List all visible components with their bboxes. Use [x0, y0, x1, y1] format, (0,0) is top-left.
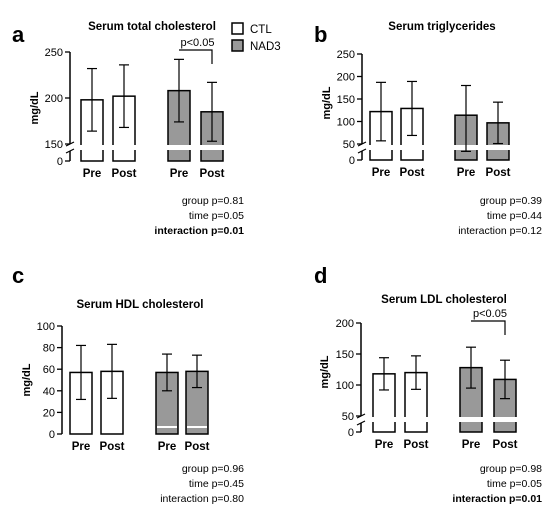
y-tick-label: 150	[336, 349, 354, 361]
x-category-label: Pre	[457, 167, 476, 179]
significance-label: p<0.05	[473, 308, 507, 320]
stat-line: interaction p=0.01	[154, 225, 244, 237]
y-tick-label: 150	[45, 139, 63, 151]
x-category-label: Post	[486, 167, 511, 179]
y-tick-label: 20	[43, 407, 55, 419]
y-tick-label: 50	[342, 411, 354, 423]
y-tick-label: 100	[37, 321, 55, 333]
axis-break-mark	[356, 420, 366, 426]
x-category-label: Pre	[375, 439, 394, 451]
plot-area: 0 50 100 150 200 250 Pre Post Pre Post	[337, 49, 511, 179]
x-category-label: Post	[100, 441, 125, 453]
x-category-label: Pre	[158, 441, 177, 453]
y-tick-label: 150	[337, 94, 355, 106]
x-category-label: Pre	[170, 168, 189, 180]
legend-label-nad3: NAD3	[250, 41, 281, 53]
bar-break-gap	[369, 145, 393, 150]
bar-break-gap	[167, 145, 191, 150]
y-axis-label: mg/dL	[29, 91, 41, 124]
panel-a: a Serum total cholesterol mg/dL 0 150 200 2…	[12, 21, 244, 237]
x-category-label: Post	[404, 439, 429, 451]
x-category-label: Pre	[372, 167, 391, 179]
stat-line: group p=0.96	[182, 463, 244, 475]
bar-break-gap	[404, 417, 428, 422]
panel-letter: d	[314, 263, 327, 288]
panel-b: b Serum triglycerides mg/dL 0 50 100 150 200…	[314, 21, 542, 237]
y-tick-label: 0	[349, 155, 355, 167]
y-tick-label: 250	[337, 49, 355, 61]
x-category-label: Post	[185, 441, 210, 453]
y-tick-label: 100	[337, 117, 355, 129]
x-category-label: Pre	[72, 441, 91, 453]
y-tick-label: 0	[348, 427, 354, 439]
stat-line: interaction p=0.12	[458, 225, 542, 237]
y-tick-label: 0	[57, 156, 63, 168]
y-tick-label: 250	[45, 47, 63, 59]
y-tick-label: 80	[43, 343, 55, 355]
plot-area: 0 150 200 250 Pre Post Pre Post p<0.05	[45, 37, 225, 180]
y-tick-label: 200	[336, 318, 354, 330]
stat-line: interaction p=0.01	[452, 493, 542, 505]
panel-title: Serum triglycerides	[388, 21, 495, 33]
significance-bracket	[179, 49, 213, 64]
axis-break-mark	[65, 148, 75, 154]
x-category-label: Post	[200, 168, 225, 180]
stat-line: group p=0.39	[480, 195, 542, 207]
bar-break-gap	[459, 417, 483, 422]
panel-c: c Serum HDL cholesterol mg/dL 0 20 40 60 80 1…	[12, 263, 244, 505]
bar-break-gap	[372, 417, 396, 422]
stat-line: time p=0.45	[189, 478, 244, 490]
x-category-label: Pre	[462, 439, 481, 451]
significance-bracket	[471, 320, 506, 335]
y-tick-label: 50	[343, 139, 355, 151]
y-tick-label: 0	[49, 429, 55, 441]
legend-swatch-nad3	[231, 39, 244, 52]
legend-swatch-ctl	[231, 22, 244, 35]
x-category-label: Post	[400, 167, 425, 179]
y-axis-label: mg/dL	[21, 363, 33, 396]
legend: CTL NAD3	[231, 22, 281, 53]
panel-title: Serum HDL cholesterol	[77, 299, 204, 311]
y-tick-label: 200	[45, 93, 63, 105]
stat-line: time p=0.05	[189, 210, 244, 222]
stat-line: time p=0.05	[487, 478, 542, 490]
plot-area: 0 20 40 60 80 100 Pre Post Pre Post	[37, 321, 210, 453]
stat-line: group p=0.98	[480, 463, 542, 475]
stat-line: group p=0.81	[182, 195, 244, 207]
bar-break-gap	[400, 145, 424, 150]
plot-area: 0 50 100 150 200 Pre Post Pre Post p<0.05	[336, 308, 518, 451]
axis-break-mark	[357, 148, 367, 154]
x-category-label: Pre	[83, 168, 102, 180]
y-tick-label: 100	[336, 380, 354, 392]
panel-title: Serum LDL cholesterol	[381, 294, 507, 306]
bar-break-gap	[112, 145, 136, 150]
panel-letter: b	[314, 22, 327, 47]
y-axis-label: mg/dL	[321, 86, 333, 119]
y-tick-label: 200	[337, 72, 355, 84]
y-axis-label: mg/dL	[319, 355, 331, 388]
panel-letter: c	[12, 263, 24, 288]
bar-break-gap	[486, 145, 510, 150]
panel-d: d Serum LDL cholesterol mg/dL 0 50 100 150 2…	[314, 263, 542, 505]
bar-break-gap	[200, 145, 224, 150]
bar-break-gap	[493, 417, 517, 422]
stat-line: time p=0.44	[487, 210, 542, 222]
panel-letter: a	[12, 22, 25, 47]
bar-break-gap	[80, 145, 104, 150]
y-tick-label: 40	[43, 386, 55, 398]
x-category-label: Post	[112, 168, 137, 180]
significance-label: p<0.05	[181, 37, 215, 49]
panel-title: Serum total cholesterol	[88, 21, 216, 33]
y-tick-label: 60	[43, 364, 55, 376]
x-category-label: Post	[493, 439, 518, 451]
stat-line: interaction p=0.80	[160, 493, 244, 505]
legend-label-ctl: CTL	[250, 24, 272, 36]
